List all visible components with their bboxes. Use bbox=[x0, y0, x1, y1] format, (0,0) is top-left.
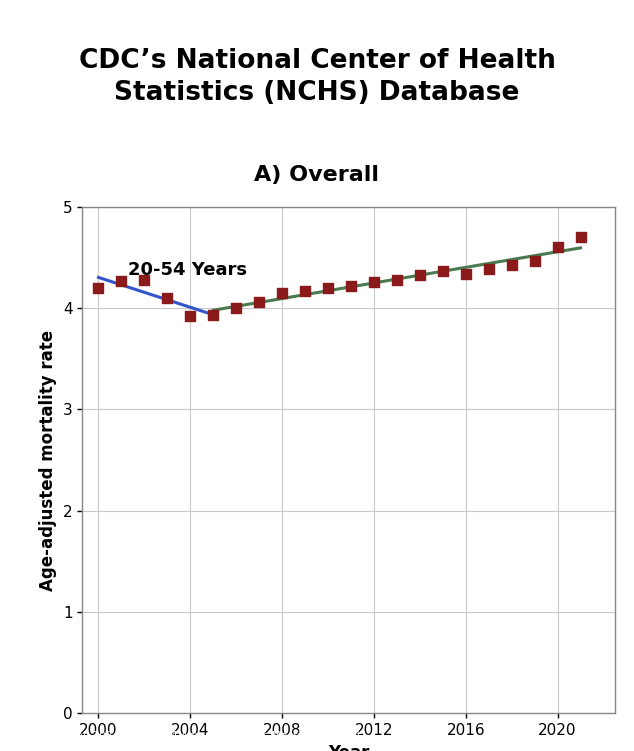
Point bbox=[93, 282, 103, 294]
Point bbox=[323, 282, 333, 294]
Point bbox=[139, 273, 150, 285]
Point bbox=[185, 310, 195, 322]
Point bbox=[576, 231, 586, 243]
Point bbox=[117, 275, 127, 287]
Point bbox=[277, 287, 287, 299]
Text: 20-54 Years: 20-54 Years bbox=[128, 261, 247, 279]
X-axis label: Year: Year bbox=[328, 743, 370, 751]
Point bbox=[507, 259, 517, 271]
Point bbox=[231, 302, 242, 314]
Point bbox=[529, 255, 540, 267]
Text: CDC’s National Center of Health
Statistics (NCHS) Database: CDC’s National Center of Health Statisti… bbox=[79, 48, 555, 106]
Point bbox=[208, 309, 218, 321]
Text: A) Overall: A) Overall bbox=[254, 165, 380, 185]
Point bbox=[461, 268, 471, 280]
Point bbox=[369, 276, 379, 288]
Point bbox=[300, 285, 310, 297]
Point bbox=[162, 292, 172, 304]
Point bbox=[415, 270, 425, 282]
Point bbox=[346, 279, 356, 291]
Point bbox=[484, 264, 494, 276]
Point bbox=[552, 241, 562, 253]
Point bbox=[392, 273, 402, 285]
Point bbox=[254, 296, 264, 308]
Point bbox=[437, 265, 448, 277]
Text: © Abboud et al. 2024, ACG 2024 Annual Scientific Meeting Abstract: © Abboud et al. 2024, ACG 2024 Annual Sc… bbox=[6, 731, 361, 741]
Y-axis label: Age-adjusted mortality rate: Age-adjusted mortality rate bbox=[39, 330, 58, 590]
